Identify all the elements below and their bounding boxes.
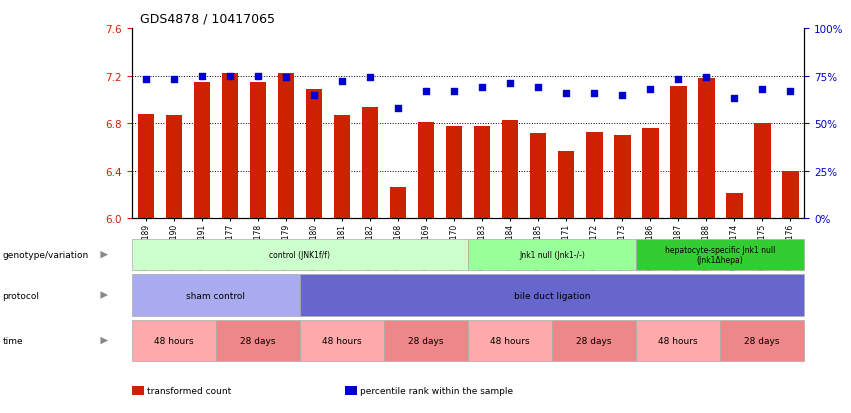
Point xyxy=(728,96,741,102)
Text: Jnk1 null (Jnk1-/-): Jnk1 null (Jnk1-/-) xyxy=(519,251,585,259)
Bar xyxy=(334,116,351,219)
Text: sham control: sham control xyxy=(186,291,245,300)
Text: 48 hours: 48 hours xyxy=(490,336,530,345)
Bar xyxy=(418,123,434,219)
Bar xyxy=(390,188,407,219)
Bar xyxy=(193,82,210,219)
Bar xyxy=(670,87,687,219)
Bar xyxy=(782,171,798,219)
Point xyxy=(559,90,573,97)
Bar xyxy=(642,128,659,219)
Point xyxy=(363,75,377,82)
Point xyxy=(195,73,208,80)
Bar xyxy=(165,116,182,219)
Text: percentile rank within the sample: percentile rank within the sample xyxy=(360,386,513,395)
Point xyxy=(448,88,461,95)
Text: 48 hours: 48 hours xyxy=(659,336,698,345)
Point xyxy=(167,77,180,83)
Bar xyxy=(221,74,238,219)
Point xyxy=(223,73,237,80)
Bar xyxy=(277,74,294,219)
Bar xyxy=(306,90,323,219)
Point xyxy=(587,90,601,97)
Text: time: time xyxy=(3,336,23,345)
Text: 48 hours: 48 hours xyxy=(323,336,362,345)
Point xyxy=(615,92,629,99)
Bar xyxy=(362,107,379,219)
Text: 28 days: 28 days xyxy=(576,336,612,345)
Bar xyxy=(614,136,631,219)
Bar xyxy=(754,124,771,219)
Bar xyxy=(557,151,574,219)
Text: bile duct ligation: bile duct ligation xyxy=(514,291,591,300)
Point xyxy=(139,77,152,83)
Point xyxy=(420,88,433,95)
Text: 28 days: 28 days xyxy=(745,336,780,345)
Bar xyxy=(446,126,462,219)
Bar xyxy=(249,82,266,219)
Text: 28 days: 28 days xyxy=(408,336,443,345)
Point xyxy=(307,92,321,99)
Point xyxy=(475,85,488,91)
Text: 28 days: 28 days xyxy=(240,336,276,345)
Point xyxy=(756,86,769,93)
Bar xyxy=(501,120,518,219)
Point xyxy=(531,85,545,91)
Text: protocol: protocol xyxy=(3,291,39,300)
Text: genotype/variation: genotype/variation xyxy=(3,251,89,259)
Point xyxy=(279,75,293,82)
Text: GDS4878 / 10417065: GDS4878 / 10417065 xyxy=(140,12,276,25)
Point xyxy=(643,86,657,93)
Bar xyxy=(474,126,490,219)
Point xyxy=(335,79,349,85)
Text: control (JNK1f/f): control (JNK1f/f) xyxy=(270,251,330,259)
Bar xyxy=(138,114,154,219)
Bar xyxy=(585,132,603,219)
Point xyxy=(391,105,405,112)
Bar xyxy=(698,79,715,219)
Point xyxy=(700,75,713,82)
Text: hepatocyte-specific Jnk1 null
(Jnk1Δhepa): hepatocyte-specific Jnk1 null (Jnk1Δhepa… xyxy=(665,245,775,265)
Point xyxy=(784,88,797,95)
Point xyxy=(671,77,685,83)
Text: 48 hours: 48 hours xyxy=(154,336,194,345)
Point xyxy=(503,81,517,87)
Bar xyxy=(726,194,743,219)
Text: transformed count: transformed count xyxy=(147,386,231,395)
Bar xyxy=(529,133,546,219)
Point xyxy=(251,73,265,80)
